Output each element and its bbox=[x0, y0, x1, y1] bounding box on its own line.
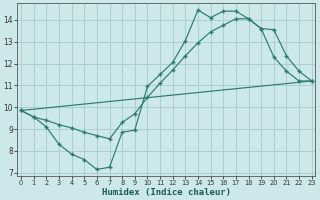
X-axis label: Humidex (Indice chaleur): Humidex (Indice chaleur) bbox=[102, 188, 231, 197]
